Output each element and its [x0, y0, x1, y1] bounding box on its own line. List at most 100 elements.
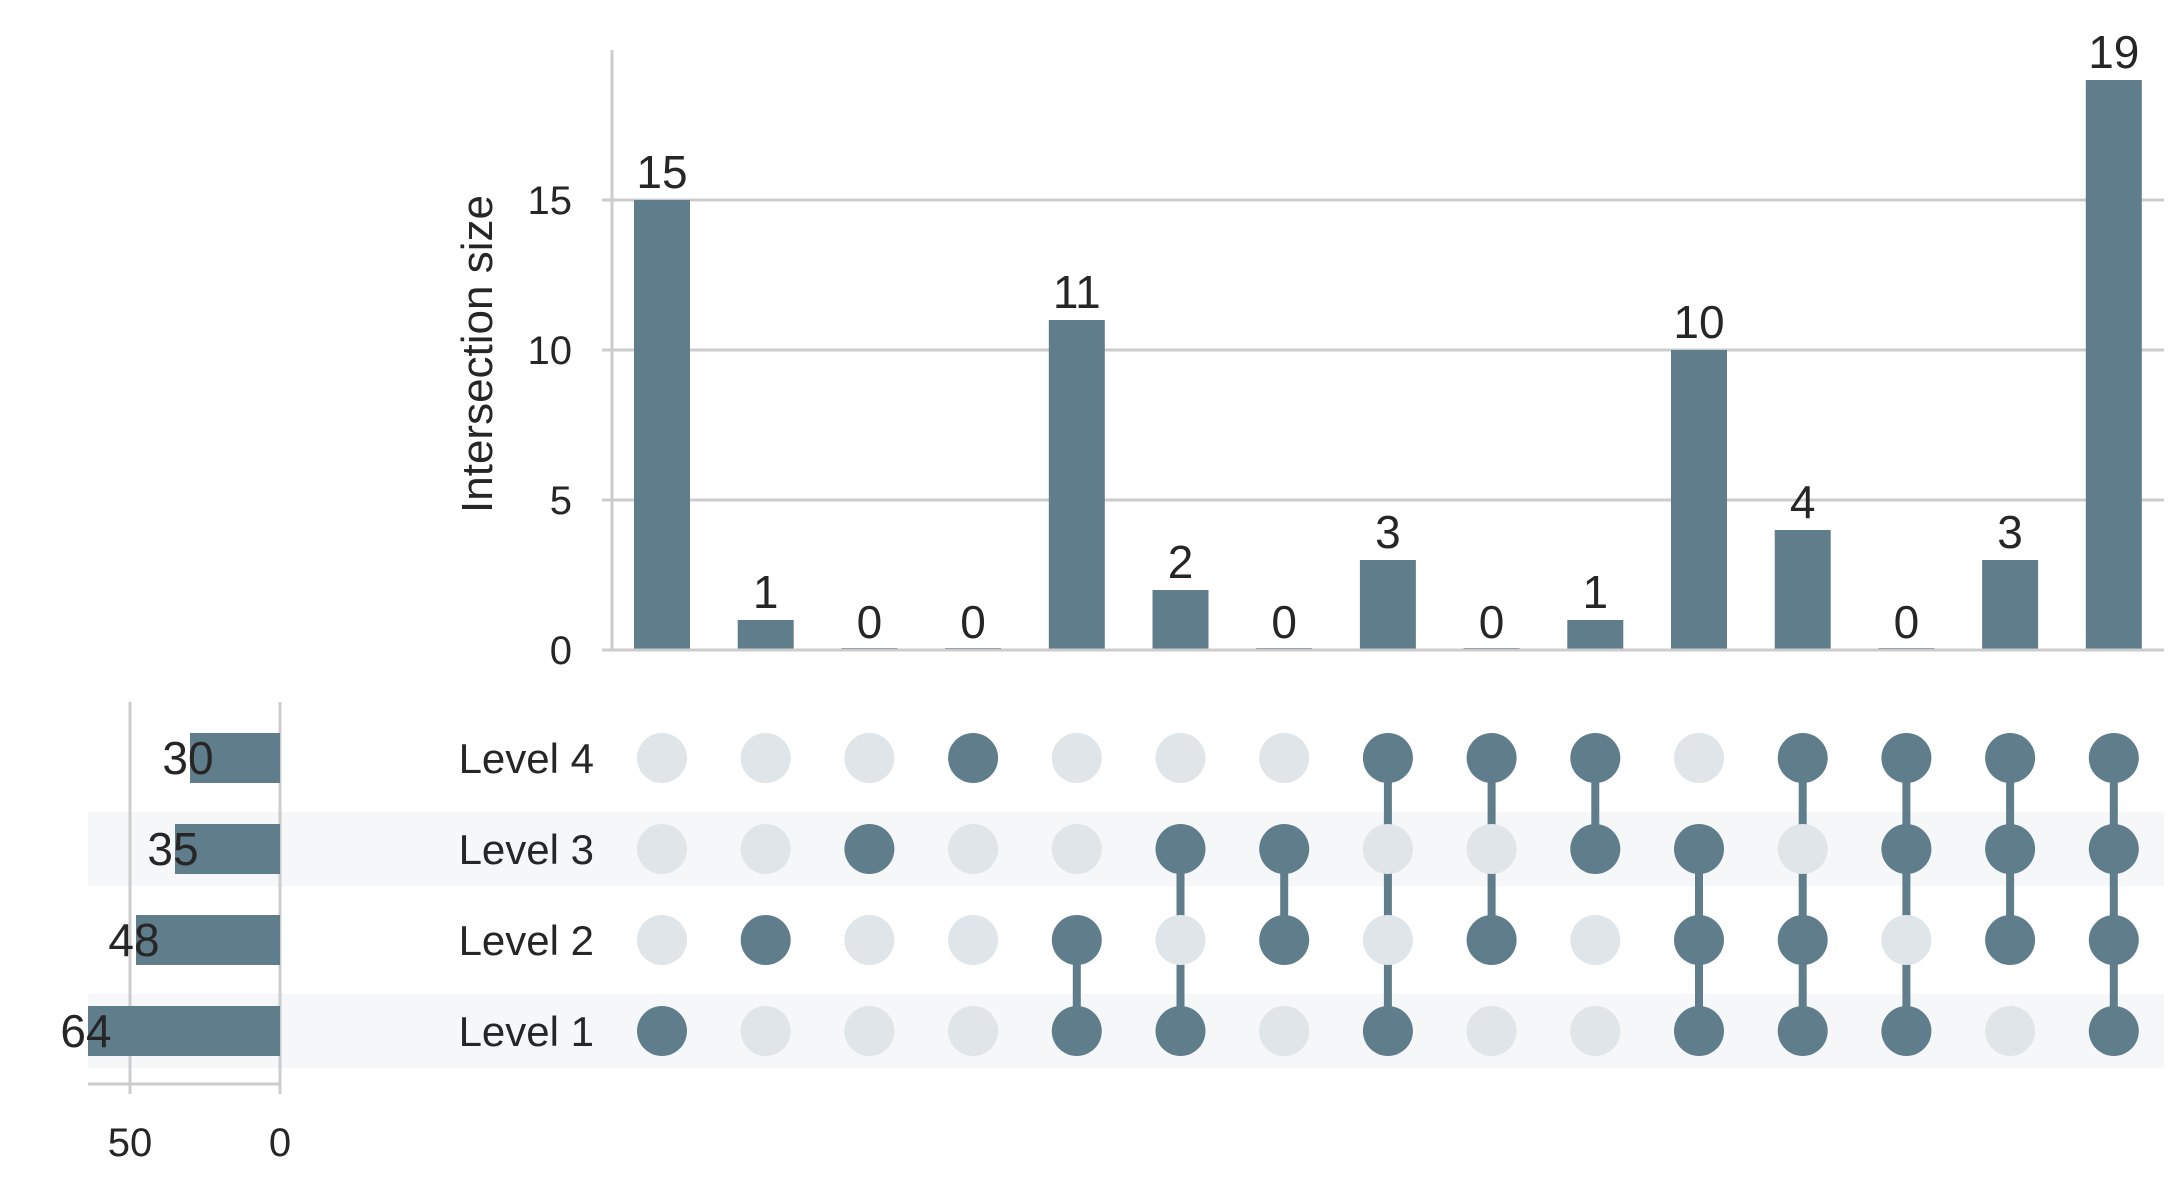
intersection-value-label: 4: [1790, 476, 1816, 528]
matrix-dot-active: [637, 1006, 687, 1056]
matrix-dot-active: [1466, 733, 1517, 783]
y-tick-label: 5: [550, 479, 572, 523]
set-name-label: Level 3: [459, 826, 594, 873]
matrix-dot-inactive: [1466, 824, 1517, 874]
matrix-dot-inactive: [948, 915, 999, 965]
matrix-dot-inactive: [1881, 915, 1932, 965]
intersection-value-label: 10: [1673, 296, 1724, 348]
y-tick-label: 0: [550, 629, 572, 673]
matrix-dot-inactive: [844, 915, 895, 965]
matrix-dot-active: [1777, 733, 1828, 783]
set-size-value-label: 30: [162, 732, 213, 784]
set-size-value-label: 64: [60, 1005, 111, 1057]
intersection-value-label: 19: [2088, 26, 2139, 78]
matrix-dot-inactive: [1985, 1006, 2036, 1056]
matrix-dot-inactive: [1155, 915, 1206, 965]
intersection-bar: [1982, 560, 2039, 650]
intersection-matrix: [637, 733, 2139, 1056]
matrix-dot-inactive: [1362, 824, 1413, 874]
set-size-bars: 30 35 48 64 50 0: [60, 702, 291, 1165]
matrix-dot-active: [1570, 824, 1621, 874]
matrix-dot-inactive: [948, 824, 999, 874]
matrix-dot-active: [948, 733, 999, 783]
intersection-bar: [737, 620, 794, 650]
intersection-value-label: 1: [753, 566, 779, 618]
set-size-value-label: 35: [147, 823, 198, 875]
intersection-value-label: 0: [857, 596, 883, 648]
matrix-dot-inactive: [1259, 1006, 1310, 1056]
set-size-bar: [175, 824, 280, 874]
matrix-dot-active: [1466, 915, 1517, 965]
intersection-bar: [1671, 350, 1727, 650]
matrix-dot-active: [1777, 1006, 1828, 1056]
matrix-dot-active: [1881, 733, 1932, 783]
matrix-dot-active: [1881, 1006, 1932, 1056]
matrix-dot-inactive: [740, 1006, 791, 1056]
matrix-dot-inactive: [1051, 824, 1102, 874]
intersection-value-label: 0: [1479, 596, 1505, 648]
matrix-row-stripe: [88, 994, 2164, 1068]
set-size-tick-label: 50: [108, 1121, 153, 1165]
matrix-dot-active: [1155, 824, 1206, 874]
intersection-bar: [1359, 560, 1416, 650]
intersection-bar: [1567, 620, 1624, 650]
matrix-dot-active: [1259, 824, 1310, 874]
matrix-dot-inactive: [637, 824, 687, 874]
matrix-dot-active: [1051, 915, 1102, 965]
set-size-value-label: 48: [108, 914, 159, 966]
set-name-label: Level 4: [459, 735, 594, 782]
matrix-dot-active: [1985, 915, 2036, 965]
matrix-dot-inactive: [1362, 915, 1413, 965]
intersection-value-label: 3: [1997, 506, 2023, 558]
intersection-value-label: 3: [1375, 506, 1401, 558]
set-size-tick-label: 0: [269, 1121, 291, 1165]
set-name-label: Level 2: [459, 917, 594, 964]
intersection-value-label: 11: [1053, 266, 1101, 318]
matrix-dot-inactive: [1259, 733, 1310, 783]
y-tick-label: 10: [528, 329, 573, 373]
matrix-dot-inactive: [1674, 733, 1724, 783]
matrix-dot-active: [1362, 733, 1413, 783]
intersection-bar: [1152, 590, 1209, 650]
matrix-dot-active: [1881, 824, 1932, 874]
matrix-dot-active: [1259, 915, 1310, 965]
matrix-dot-active: [1674, 824, 1724, 874]
matrix-dot-inactive: [1051, 733, 1102, 783]
matrix-row-stripe: [88, 812, 2164, 886]
intersection-value-label: 0: [1271, 596, 1297, 648]
matrix-row-stripes: [88, 812, 2164, 1068]
matrix-dot-inactive: [1570, 1006, 1621, 1056]
matrix-dot-inactive: [637, 733, 687, 783]
matrix-dot-inactive: [740, 824, 791, 874]
set-size-bar: [136, 915, 280, 965]
matrix-dot-active: [1777, 915, 1828, 965]
intersection-bar: [2085, 80, 2142, 650]
intersection-value-label: 2: [1168, 536, 1194, 588]
matrix-dot-inactive: [844, 733, 895, 783]
matrix-dot-active: [1985, 733, 2036, 783]
intersection-bar: [634, 200, 690, 650]
matrix-dot-inactive: [1155, 733, 1206, 783]
y-tick-label: 15: [528, 179, 573, 223]
intersection-gridlines: [612, 198, 2164, 502]
matrix-dot-inactive: [740, 733, 791, 783]
matrix-dot-active: [1051, 1006, 1102, 1056]
matrix-dot-inactive: [844, 1006, 895, 1056]
intersection-y-axis-label: Intersection size: [453, 195, 502, 513]
matrix-dot-active: [740, 915, 791, 965]
intersection-value-label: 1: [1583, 566, 1609, 618]
intersection-value-label: 0: [1894, 596, 1920, 648]
matrix-dot-inactive: [1777, 824, 1828, 874]
intersection-value-label: 0: [960, 596, 986, 648]
matrix-dot-inactive: [1570, 915, 1621, 965]
matrix-dot-active: [844, 824, 895, 874]
matrix-dot-inactive: [948, 1006, 999, 1056]
set-names: Level 4 Level 3 Level 2 Level 1: [459, 735, 594, 1055]
matrix-dot-inactive: [1466, 1006, 1517, 1056]
matrix-dot-active: [2088, 824, 2139, 874]
matrix-dot-inactive: [637, 915, 687, 965]
matrix-dot-active: [1362, 1006, 1413, 1056]
